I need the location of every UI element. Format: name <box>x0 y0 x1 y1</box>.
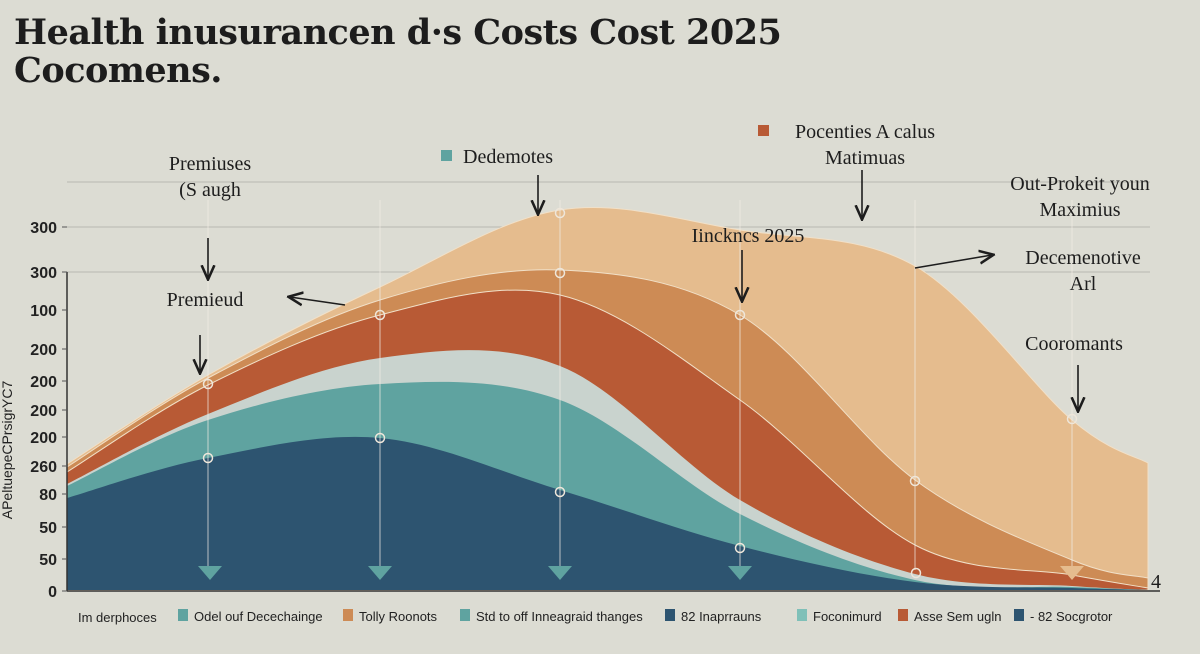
data-point-marker <box>1066 413 1078 425</box>
legend-intro: Im derphoces <box>78 610 157 625</box>
data-point-marker <box>374 432 386 444</box>
arrow-icon <box>290 297 346 305</box>
annotation-text: Arl <box>1070 273 1097 295</box>
y-tick-label: 0 <box>48 584 57 601</box>
legend-item: Tolly Roonots <box>343 609 438 624</box>
data-point-marker <box>554 267 566 279</box>
annotation-text: Matimuas <box>825 147 905 169</box>
legend-label: - 82 Socgrotor <box>1030 609 1113 624</box>
legend-swatch <box>898 609 908 621</box>
annotation: Out-Prokeit youn Maximius <box>1010 173 1149 221</box>
down-triangle-icon <box>368 566 392 580</box>
annotation-text: Pocenties A calus <box>795 121 935 143</box>
legend-item: Std to off Inneagraid thanges <box>460 609 643 624</box>
y-tick-label: 200 <box>30 430 57 447</box>
annotation-text: Dedemotes <box>463 146 553 168</box>
annotation-text: 4 <box>1151 571 1161 593</box>
annotation-swatch <box>758 125 769 136</box>
annotation-text: Decemenotive <box>1025 247 1141 269</box>
annotation: 4 <box>1151 571 1161 593</box>
y-tick-label: 300 <box>30 265 57 282</box>
y-tick-label: 200 <box>30 374 57 391</box>
y-tick-label: 200 <box>30 342 57 359</box>
y-tick-label: 260 <box>30 459 57 476</box>
legend-label: Std to off Inneagraid thanges <box>476 609 643 624</box>
annotation: Premieud <box>167 289 244 311</box>
annotation: Iinckncs 2025 <box>692 225 805 247</box>
data-point-marker <box>202 378 214 390</box>
annotation: Premiuses (S augh <box>169 153 251 201</box>
annotation: Dedemotes <box>441 146 553 168</box>
legend-swatch <box>460 609 470 621</box>
data-point-marker <box>374 309 386 321</box>
title-line: Health inusurancen d·s Costs Cost 2025 <box>14 12 782 53</box>
annotation-text: Maximius <box>1039 199 1120 221</box>
y-tick-label: 80 <box>39 487 57 504</box>
subtitle-line: Cocomens. <box>14 50 223 91</box>
legend-swatch <box>665 609 675 621</box>
legend-label: Tolly Roonots <box>359 609 438 624</box>
annotation-swatch <box>441 150 452 161</box>
annotation-text: Premiuses <box>169 153 251 175</box>
annotation: Decemenotive Arl <box>1025 247 1141 295</box>
data-point-marker <box>202 452 214 464</box>
data-point-marker <box>734 309 746 321</box>
down-triangle-icon <box>548 566 572 580</box>
data-point-marker <box>734 542 746 554</box>
legend-label: Odel ouf Decechainge <box>194 609 323 624</box>
y-tick-label: 200 <box>30 403 57 420</box>
legend-item: Odel ouf Decechainge <box>178 609 323 624</box>
y-tick-label: 50 <box>39 552 57 569</box>
down-triangle-icon <box>198 566 222 580</box>
annotation-text: Cooromants <box>1025 333 1123 355</box>
legend-swatch <box>797 609 807 621</box>
annotation-text: Premieud <box>167 289 244 311</box>
annotation-text: (S augh <box>179 179 241 201</box>
y-axis-label: APeltuepeCPrsigrYC7 <box>0 381 15 520</box>
legend-item: Asse Sem ugln <box>898 609 1001 624</box>
annotation: Cooromants <box>1025 333 1123 355</box>
legend-label: Foconimurd <box>813 609 882 624</box>
down-triangle-icon <box>728 566 752 580</box>
arrow-icon <box>914 255 992 269</box>
data-point-marker <box>554 486 566 498</box>
data-point-marker <box>910 567 922 579</box>
data-point-marker <box>554 207 566 219</box>
area--82-socgrotor <box>67 436 1148 590</box>
legend-swatch <box>178 609 188 621</box>
annotation-text: Out-Prokeit youn <box>1010 173 1149 195</box>
legend-label: Asse Sem ugln <box>914 609 1001 624</box>
annotation-text: Iinckncs 2025 <box>692 225 805 247</box>
legend-item: 82 Inaprrauns <box>665 609 762 624</box>
data-point-marker <box>909 475 921 487</box>
legend-item: - 82 Socgrotor <box>1014 609 1113 624</box>
legend-swatch <box>343 609 353 621</box>
y-tick-label: 100 <box>30 303 57 320</box>
legend-swatch <box>1014 609 1024 621</box>
y-tick-label: 300 <box>30 220 57 237</box>
legend-item: Foconimurd <box>797 609 882 624</box>
legend-label: 82 Inaprrauns <box>681 609 762 624</box>
annotation: Pocenties A calus Matimuas <box>758 121 935 169</box>
chart-title: Health inusurancen d·s Costs Cost 2025 C… <box>14 12 782 91</box>
down-triangle-icon <box>1060 566 1084 580</box>
y-tick-label: 50 <box>39 520 57 537</box>
